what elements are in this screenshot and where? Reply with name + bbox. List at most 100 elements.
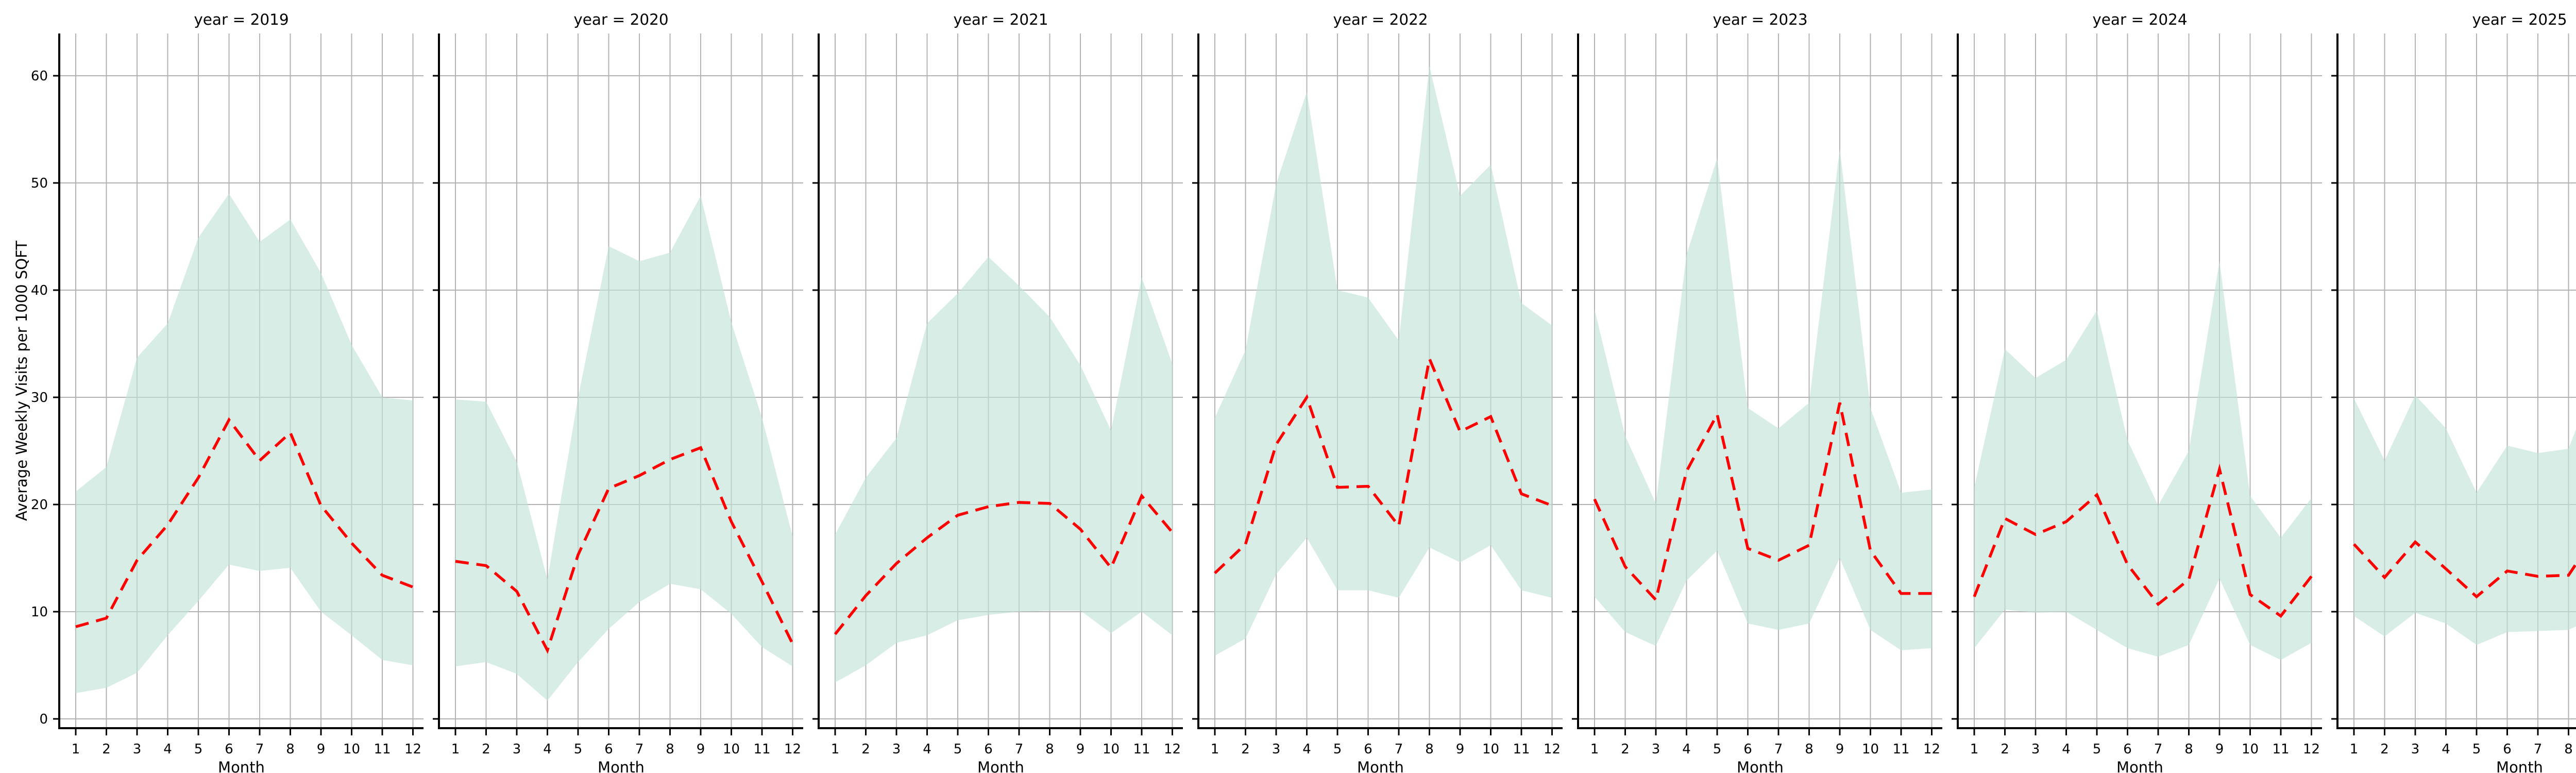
x-axis-label: Month: [2496, 759, 2543, 773]
x-axis-label: Month: [1737, 759, 1784, 773]
x-tick-label: 10: [1482, 742, 1499, 757]
x-tick-label: 6: [984, 742, 993, 757]
percentile-band-2022: [1215, 66, 1552, 656]
x-tick-label: 3: [2411, 742, 2420, 757]
x-tick-label: 2: [1241, 742, 1250, 757]
x-tick-label: 4: [543, 742, 552, 757]
percentile-band-2025: [2354, 395, 2576, 645]
x-tick-label: 11: [1133, 742, 1150, 757]
x-tick-label: 2: [861, 742, 870, 757]
x-tick-label: 9: [317, 742, 326, 757]
x-tick-label: 2: [482, 742, 490, 757]
x-tick-label: 6: [2123, 742, 2132, 757]
y-tick-label: 60: [31, 69, 48, 84]
x-axis-label: Month: [2116, 759, 2163, 773]
x-tick-label: 9: [1836, 742, 1844, 757]
x-tick-label: 3: [513, 742, 521, 757]
x-tick-label: 2: [102, 742, 111, 757]
percentile-band-2020: [455, 195, 793, 701]
x-tick-label: 3: [2031, 742, 2040, 757]
x-tick-label: 11: [2272, 742, 2289, 757]
x-axis-label: Month: [977, 759, 1024, 773]
x-tick-label: 1: [2350, 742, 2359, 757]
percentile-band-2019: [76, 193, 413, 694]
y-tick-label: 50: [31, 176, 48, 191]
x-tick-label: 2: [2001, 742, 2009, 757]
y-tick-label: 10: [31, 604, 48, 620]
x-tick-label: 11: [753, 742, 770, 757]
facet-title-2025: year = 2025: [2472, 11, 2567, 28]
x-tick-label: 6: [1364, 742, 1372, 757]
x-tick-label: 4: [1302, 742, 1311, 757]
x-tick-label: 11: [1892, 742, 1909, 757]
x-tick-label: 7: [2534, 742, 2543, 757]
x-tick-label: 8: [1425, 742, 1434, 757]
facet-title-2020: year = 2020: [573, 11, 668, 28]
facet-title-2022: year = 2022: [1333, 11, 1428, 28]
x-tick-label: 12: [784, 742, 801, 757]
x-tick-label: 5: [2093, 742, 2102, 757]
x-tick-label: 12: [404, 742, 421, 757]
x-tick-label: 7: [1395, 742, 1403, 757]
x-tick-label: 11: [1513, 742, 1530, 757]
x-tick-label: 8: [2184, 742, 2193, 757]
x-tick-label: 1: [1211, 742, 1219, 757]
x-tick-label: 8: [286, 742, 295, 757]
median-line-2024: [1973, 463, 2313, 618]
x-tick-label: 5: [1713, 742, 1722, 757]
x-tick-label: 9: [2215, 742, 2224, 757]
x-tick-label: 7: [635, 742, 644, 757]
x-tick-label: 5: [2472, 742, 2481, 757]
median-line-2021: [834, 493, 1174, 635]
x-tick-label: 7: [2154, 742, 2163, 757]
percentile-band-2021: [835, 257, 1173, 683]
x-tick-label: 10: [2242, 742, 2259, 757]
x-tick-label: 12: [1923, 742, 1940, 757]
x-tick-label: 1: [1590, 742, 1599, 757]
x-tick-label: 3: [1272, 742, 1281, 757]
x-tick-label: 9: [1076, 742, 1085, 757]
percentile-band-2023: [1595, 148, 1932, 650]
median-line-2023: [1593, 402, 1932, 603]
x-tick-label: 10: [1103, 742, 1120, 757]
x-tick-label: 4: [2442, 742, 2450, 757]
x-tick-label: 3: [1652, 742, 1660, 757]
x-tick-label: 1: [831, 742, 840, 757]
x-tick-label: 1: [72, 742, 80, 757]
x-tick-label: 4: [2062, 742, 2071, 757]
x-tick-label: 5: [194, 742, 203, 757]
x-axis-label: Month: [598, 759, 645, 773]
facet-title-2021: year = 2021: [953, 11, 1048, 28]
x-tick-label: 1: [1970, 742, 1979, 757]
x-tick-label: 11: [374, 742, 391, 757]
x-tick-label: 7: [1015, 742, 1024, 757]
median-line-2019: [75, 417, 414, 628]
median-line-2020: [455, 446, 794, 654]
x-tick-label: 7: [1774, 742, 1783, 757]
x-tick-label: 9: [1456, 742, 1465, 757]
x-tick-label: 4: [923, 742, 931, 757]
x-tick-label: 6: [1743, 742, 1752, 757]
x-tick-label: 4: [163, 742, 172, 757]
x-tick-label: 3: [133, 742, 142, 757]
x-tick-label: 12: [1164, 742, 1181, 757]
percentile-band-2024: [1974, 261, 2312, 660]
x-tick-label: 5: [574, 742, 583, 757]
x-axis-label: Month: [1357, 759, 1404, 773]
x-tick-label: 6: [604, 742, 613, 757]
x-tick-label: 10: [1862, 742, 1879, 757]
y-tick-label: 40: [31, 283, 48, 298]
x-tick-label: 8: [1805, 742, 1814, 757]
x-tick-label: 3: [892, 742, 901, 757]
x-tick-label: 6: [225, 742, 233, 757]
x-tick-label: 10: [343, 742, 360, 757]
x-axis-label: Month: [218, 759, 265, 773]
x-tick-label: 5: [1333, 742, 1342, 757]
x-tick-label: 4: [1682, 742, 1691, 757]
